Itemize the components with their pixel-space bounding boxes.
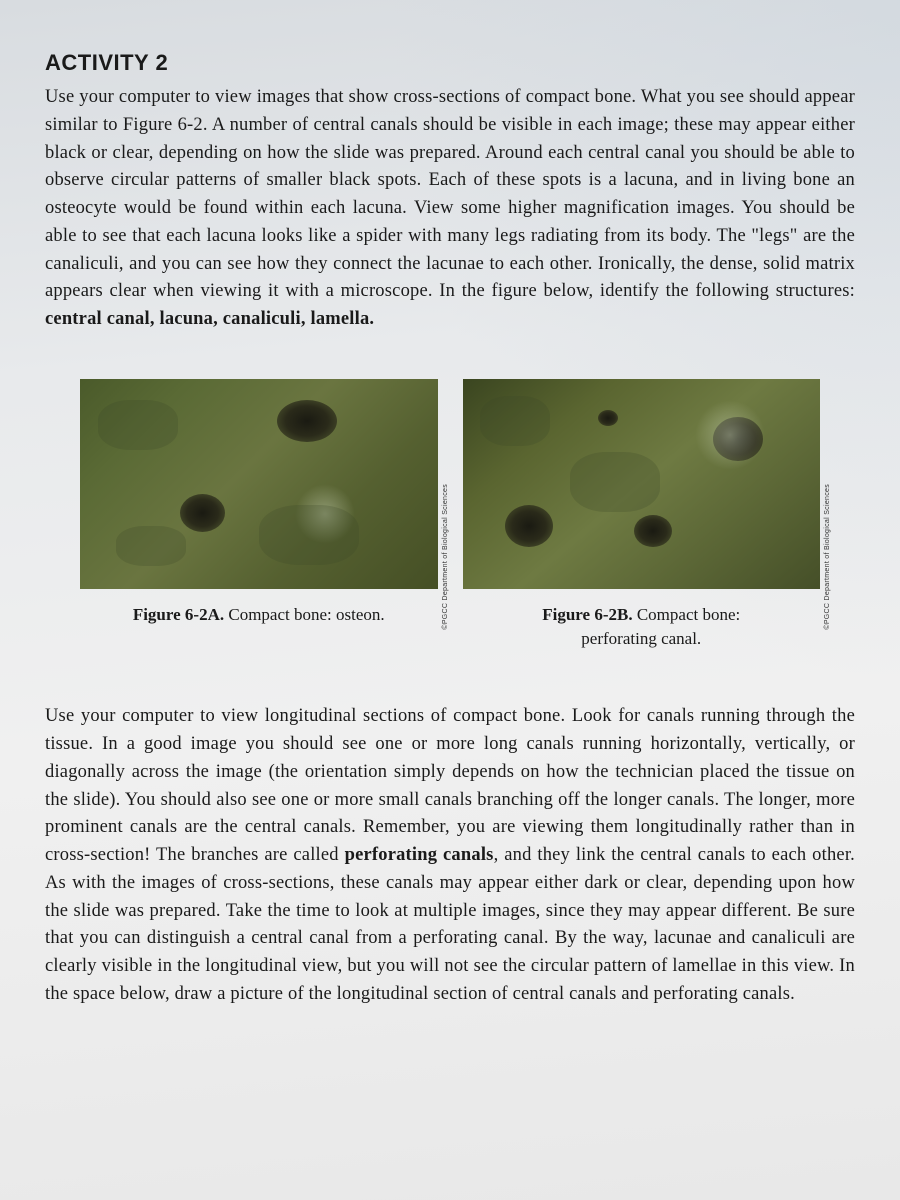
paragraph-2-after: , and they link the central canals to ea… xyxy=(45,845,855,1004)
activity-heading: ACTIVITY 2 xyxy=(45,50,855,76)
figure-b-credit: ©PGCC Department of Biological Sciences xyxy=(825,484,832,630)
figure-a-image-wrap: ©PGCC Department of Biological Sciences xyxy=(80,379,438,589)
figure-b-caption-line2: perforating canal. xyxy=(581,629,701,648)
figure-b-caption-line1: Compact bone: xyxy=(633,605,741,624)
figure-a-credit: ©PGCC Department of Biological Sciences xyxy=(442,484,449,630)
figure-b-label: Figure 6-2B. xyxy=(542,605,632,624)
figure-a-caption: Figure 6-2A. Compact bone: osteon. xyxy=(80,603,438,627)
paragraph-2-text: Use your computer to view longitudinal s… xyxy=(45,706,855,865)
paragraph-1-text: Use your computer to view images that sh… xyxy=(45,87,855,301)
figure-a-label: Figure 6-2A. xyxy=(133,605,224,624)
paragraph-1: Use your computer to view images that sh… xyxy=(45,84,855,334)
paragraph-2: Use your computer to view longitudinal s… xyxy=(45,703,855,1008)
figure-b-image xyxy=(463,379,821,589)
figure-a-block: ©PGCC Department of Biological Sciences … xyxy=(80,379,438,651)
figures-row: ©PGCC Department of Biological Sciences … xyxy=(80,379,820,651)
figure-a-image xyxy=(80,379,438,589)
figure-a-caption-text: Compact bone: osteon. xyxy=(224,605,385,624)
paragraph-1-bold: central canal, lacuna, canaliculi, lamel… xyxy=(45,309,374,329)
figure-b-image-wrap: ©PGCC Department of Biological Sciences xyxy=(463,379,821,589)
figure-b-caption: Figure 6-2B. Compact bone: perforating c… xyxy=(463,603,821,651)
page-content: ACTIVITY 2 Use your computer to view ima… xyxy=(45,50,855,1009)
figure-b-block: ©PGCC Department of Biological Sciences … xyxy=(463,379,821,651)
spacer xyxy=(45,675,855,703)
paragraph-2-bold: perforating canals xyxy=(345,845,494,865)
